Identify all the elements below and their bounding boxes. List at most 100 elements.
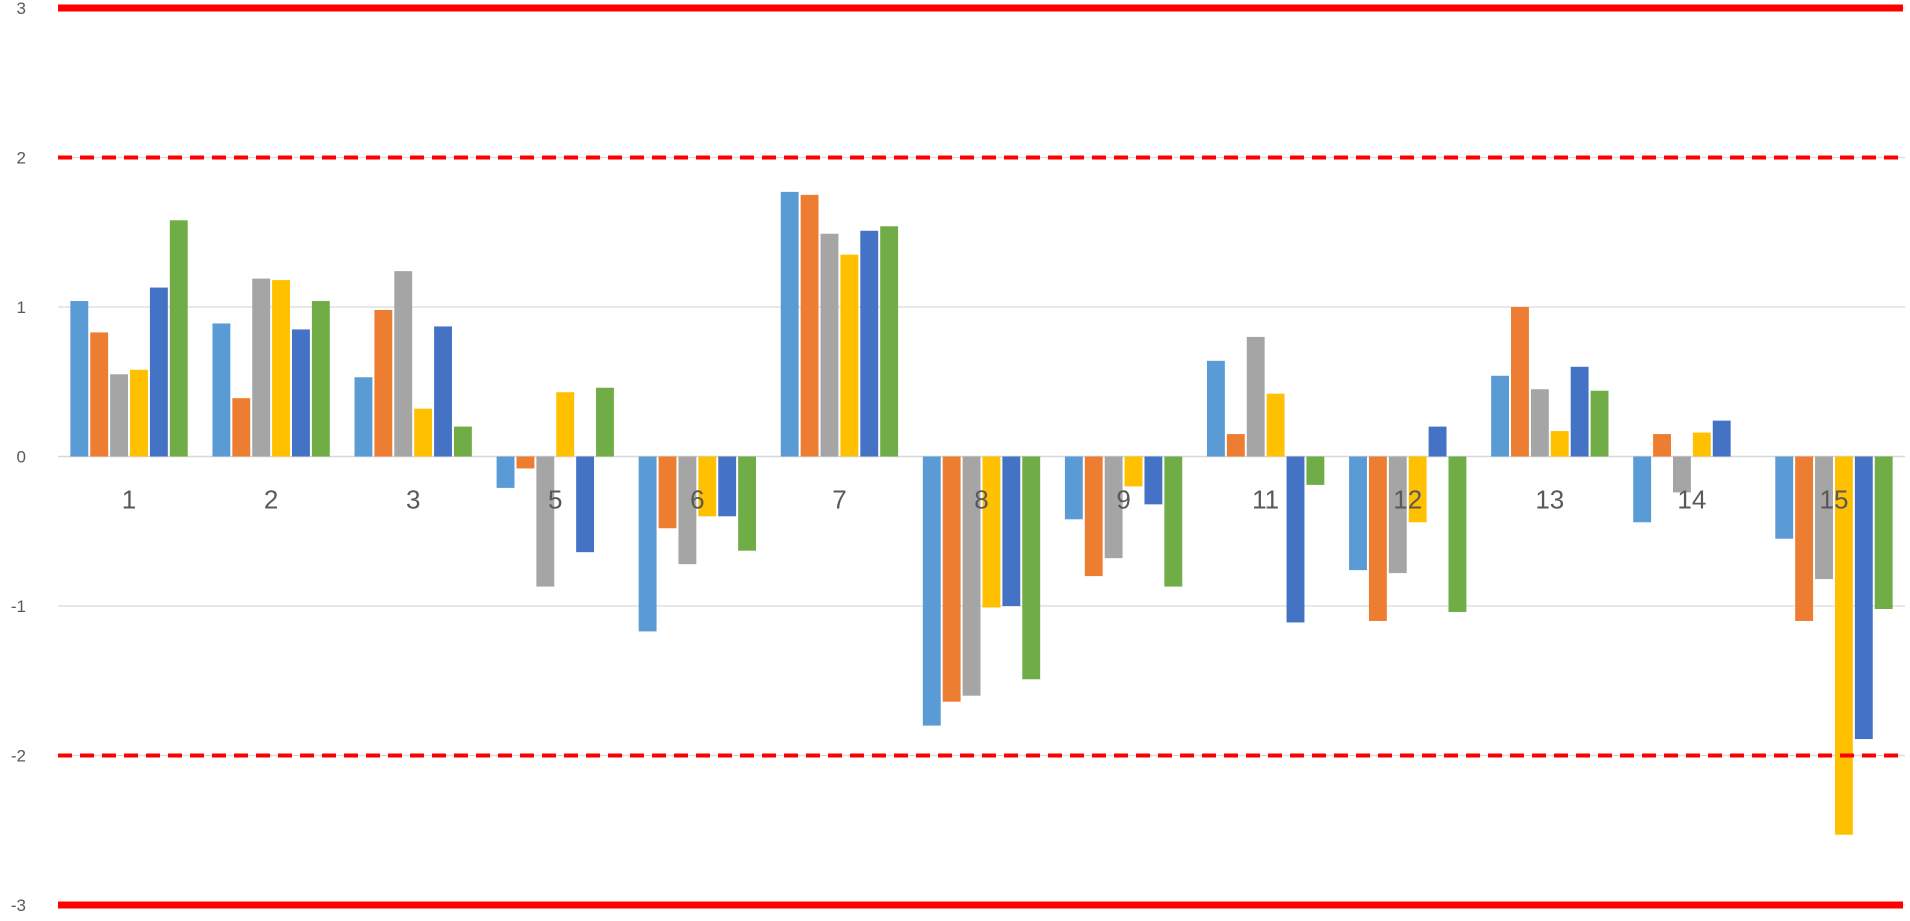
- bar: [962, 456, 981, 696]
- bar: [1104, 456, 1123, 559]
- bar: [272, 280, 291, 457]
- bar: [698, 456, 717, 517]
- bar: [1692, 432, 1711, 457]
- category-label: 5: [548, 485, 562, 515]
- bar: [840, 254, 859, 457]
- bar: [1491, 375, 1510, 457]
- bar: [738, 456, 757, 551]
- bar: [252, 278, 271, 457]
- bar: [110, 374, 129, 457]
- bar: [414, 408, 433, 457]
- bar: [1124, 456, 1143, 487]
- bar: [1144, 456, 1163, 505]
- bar: [496, 456, 515, 488]
- category-label: 11: [1252, 485, 1279, 515]
- bar: [1712, 420, 1731, 457]
- category-label: 7: [832, 485, 846, 515]
- y-tick-label: -2: [11, 747, 26, 766]
- bar: [820, 233, 839, 457]
- bar: [1834, 456, 1853, 835]
- y-tick-label: 0: [17, 448, 26, 467]
- bar: [576, 456, 595, 553]
- bar: [1448, 456, 1467, 612]
- bar: [1408, 456, 1427, 523]
- bar: [169, 220, 188, 457]
- bar: [1653, 434, 1671, 457]
- bar: [800, 194, 819, 457]
- bar: [596, 387, 614, 457]
- bar: [860, 230, 879, 457]
- gridlines: [58, 7, 1905, 906]
- bar: [1815, 456, 1833, 580]
- bar: [1349, 456, 1367, 571]
- bar: [982, 456, 1001, 608]
- bar: [1064, 456, 1083, 520]
- y-tick-label: -3: [11, 896, 26, 915]
- bar: [1368, 456, 1387, 621]
- bar: [70, 301, 89, 457]
- bar: [311, 301, 330, 457]
- bar: [1570, 366, 1589, 457]
- bar: [1590, 390, 1609, 457]
- bar: [1266, 393, 1285, 457]
- bars: [70, 191, 1893, 835]
- category-label: 14: [1677, 485, 1706, 515]
- bar: [516, 456, 535, 469]
- y-tick-label: 2: [17, 149, 26, 168]
- bar: [718, 456, 737, 517]
- bar: [1286, 456, 1305, 623]
- bar: [638, 456, 657, 632]
- bar: [780, 191, 799, 457]
- bar: [90, 332, 109, 457]
- y-axis-tick-labels: 3 2 1 0 -1 -2 -3: [11, 0, 26, 915]
- bar: [130, 369, 148, 457]
- bar: [232, 398, 251, 457]
- bar: [212, 323, 231, 457]
- category-label: 3: [406, 485, 420, 515]
- bar: [1672, 456, 1691, 493]
- bar: [1530, 389, 1549, 457]
- bar: [149, 287, 168, 457]
- bar: [1775, 456, 1794, 539]
- category-label: 1: [122, 485, 136, 515]
- bar: [1002, 456, 1021, 606]
- bar: [536, 456, 555, 587]
- bar: [1306, 456, 1325, 485]
- bar: [394, 271, 413, 457]
- y-tick-label: -1: [11, 597, 26, 616]
- bar: [1164, 456, 1183, 587]
- bar: [1854, 456, 1873, 740]
- category-label: 9: [1116, 485, 1130, 515]
- bar: [354, 377, 373, 457]
- bar: [453, 426, 472, 457]
- bar: [1550, 431, 1569, 457]
- bar: [1246, 336, 1265, 457]
- bar: [1226, 434, 1245, 457]
- bar: [1511, 307, 1529, 457]
- y-tick-label: 3: [17, 0, 26, 18]
- category-label: 15: [1820, 485, 1849, 515]
- bar: [678, 456, 697, 565]
- bar: [942, 456, 961, 702]
- category-label: 6: [690, 485, 704, 515]
- bar: [434, 326, 452, 457]
- bar: [1795, 456, 1814, 621]
- bar: [1388, 456, 1407, 574]
- bar: [1206, 360, 1225, 457]
- y-tick-label: 1: [17, 298, 26, 317]
- category-label: 12: [1393, 485, 1422, 515]
- bar: [374, 309, 393, 457]
- bar: [1633, 456, 1652, 523]
- bar: [1022, 456, 1041, 680]
- category-label: 13: [1535, 485, 1564, 515]
- category-label: 8: [974, 485, 988, 515]
- category-labels: 1 2 3 5 6 7 8 9 11 12 13 14 15: [122, 485, 1849, 515]
- bar: [1874, 456, 1893, 609]
- bar: [1428, 426, 1447, 457]
- bar: [1084, 456, 1103, 577]
- bar: [922, 456, 941, 726]
- bar: [658, 456, 677, 529]
- category-label: 2: [264, 485, 278, 515]
- bar: [880, 226, 899, 457]
